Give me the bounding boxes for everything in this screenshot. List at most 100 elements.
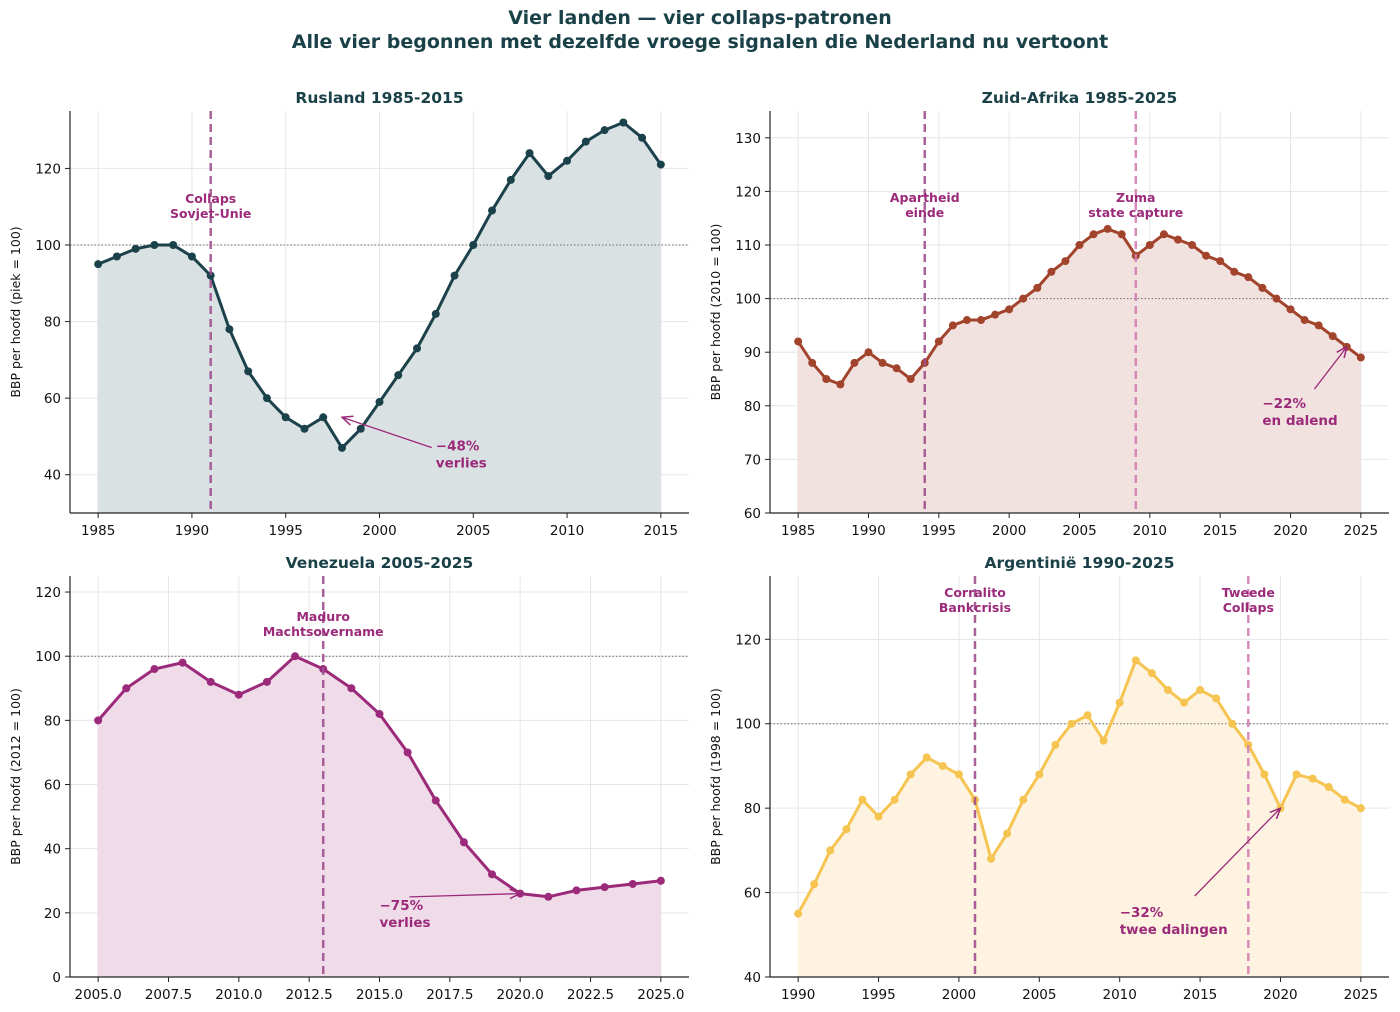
panel-3-x-tick-label: 2007.5	[145, 987, 192, 1003]
panel-1-y-tick-label: 80	[44, 315, 61, 331]
panel-1-data-point	[469, 241, 478, 249]
panel-2-event-label: Apartheid	[890, 190, 960, 205]
panel-4-data-point	[1067, 719, 1076, 728]
panel-1-x-tick-label: 1995	[269, 523, 303, 539]
panel-2-annotation-arrow	[1313, 347, 1346, 390]
panel-4-area-fill	[798, 660, 1361, 977]
panel-2-y-tick-label: 60	[744, 506, 761, 522]
panel-4-data-point	[842, 825, 851, 834]
panel-1-annotation-text: −48%	[436, 439, 480, 455]
panel-4-x-tick-label: 1990	[781, 987, 815, 1003]
panel-1-data-point	[244, 367, 253, 376]
panel-3-data-point	[206, 677, 215, 686]
panel-1-y-axis-label: BBP per hoofd (piek = 100)	[8, 226, 23, 397]
panel-4-data-point	[1099, 736, 1108, 745]
panel-2-data-point	[1300, 316, 1309, 325]
panel-4-data-point	[1324, 783, 1333, 792]
panel-4-event-label: Bankcrisis	[939, 600, 1011, 615]
panel-2-data-point	[1258, 283, 1267, 292]
panel-1-annotation-text: verlies	[436, 456, 487, 472]
panel-2-data-point	[794, 337, 803, 346]
panel-2-y-tick-label: 100	[735, 292, 761, 308]
panel-4-data-point	[1003, 829, 1012, 838]
panel-4-data-point	[1244, 740, 1253, 749]
panel-4-data-point	[1308, 774, 1317, 783]
panel-2-x-tick-label: 1995	[922, 523, 956, 539]
panel-2-event-label: einde	[905, 205, 944, 220]
panel-2-y-tick-label: 130	[735, 131, 761, 147]
panel-2-y-axis-label: BBP per hoofd (2010 = 100)	[708, 224, 723, 401]
panel-4-data-point	[794, 909, 803, 918]
panel-4-x-tick-label: 2020	[1263, 987, 1297, 1003]
panel-4-x-tick-label: 2000	[942, 987, 976, 1003]
panel-1-data-point	[488, 206, 497, 215]
panel-3-y-tick-label: 120	[35, 585, 61, 601]
panel-4-data-point	[1180, 698, 1189, 707]
panel-3-x-tick-label: 2025.0	[637, 987, 684, 1003]
panel-1-data-point	[600, 126, 609, 135]
panel-1-area-fill	[98, 122, 661, 513]
panel-2-data-point	[1047, 267, 1056, 276]
panel-2-data-point	[1173, 235, 1182, 244]
panel-3-annotation-text: −75%	[380, 898, 424, 914]
panel-1-annotation-arrow	[342, 417, 432, 449]
panel-3-annotation-text: verlies	[380, 915, 431, 931]
panel-3-x-tick-label: 2012.5	[286, 987, 333, 1003]
panel-3-y-tick-label: 40	[44, 842, 61, 858]
panel-2-data-point	[1286, 305, 1295, 314]
panel-1-data-point	[506, 175, 515, 184]
panel-4-data-point	[890, 795, 899, 804]
panel-3-x-tick-label: 2010.0	[215, 987, 262, 1003]
panel-4-x-tick-label: 2005	[1022, 987, 1056, 1003]
panel-4-data-point	[1115, 698, 1124, 707]
panel-1-data-point	[450, 271, 459, 280]
panel-1-x-tick-label: 2005	[456, 523, 490, 539]
panel-3-x-tick-label: 2005.0	[75, 987, 122, 1003]
panel-4-data-point	[874, 812, 883, 821]
panel-3-annotation-arrow	[409, 894, 521, 897]
panel-4-data-point	[1196, 685, 1205, 694]
panel-4-data-point	[1083, 711, 1092, 720]
panel-4-data-point	[1356, 804, 1365, 813]
panel-1-event-label: Collaps	[185, 191, 236, 206]
panel-1-data-point	[262, 394, 271, 403]
panel-3-event-label: Machtsovername	[263, 624, 384, 639]
panel-4-x-tick-label: 2015	[1183, 987, 1217, 1003]
panel-4-y-tick-label: 100	[735, 717, 761, 733]
panel-3-y-axis-label: BBP per hoofd (2012 = 100)	[8, 688, 23, 865]
panel-1-y-tick-label: 40	[44, 468, 61, 484]
panel-3-x-tick-label: 2015.0	[356, 987, 403, 1003]
panel-2-event-label: Zuma	[1116, 190, 1155, 205]
panel-2-data-point	[1103, 224, 1112, 233]
panel-1-data-point	[563, 156, 572, 165]
panel-2-data-point	[1272, 294, 1281, 303]
panel-1-data-point	[638, 133, 647, 142]
panel-3-data-point	[94, 716, 103, 725]
panel-4-data-point	[1131, 656, 1140, 665]
panel-4-data-point	[1340, 795, 1349, 804]
panel-2-data-point	[1033, 283, 1042, 292]
panel-2-data-point	[1244, 273, 1253, 282]
panel-3-data-point	[262, 677, 271, 686]
panel-1-title: Rusland 1985-2015	[295, 89, 463, 107]
panel-1-data-point	[112, 252, 121, 261]
panel-4-data-point	[938, 761, 947, 770]
panel-2-title: Zuid-Afrika 1985-2025	[982, 89, 1178, 107]
panel-3-data-point	[656, 876, 665, 885]
panel-4-data-point	[1163, 685, 1172, 694]
panel-4-x-tick-label: 2010	[1103, 987, 1137, 1003]
panel-4-data-point	[1035, 770, 1044, 779]
panel-1-data-point	[431, 309, 440, 318]
panel-4-event-label: Corralito	[944, 585, 1006, 600]
panel-3-y-tick-label: 20	[44, 906, 61, 922]
panel-3-data-point	[347, 684, 356, 693]
panel-4-title: Argentinië 1990-2025	[985, 554, 1175, 572]
panel-2-data-point	[1328, 332, 1337, 341]
panel-2-data-point	[822, 375, 831, 383]
panel-4-data-point	[1260, 770, 1269, 779]
panel-2-annotation-text: −22%	[1262, 396, 1306, 412]
panel-1-data-point	[544, 172, 553, 181]
